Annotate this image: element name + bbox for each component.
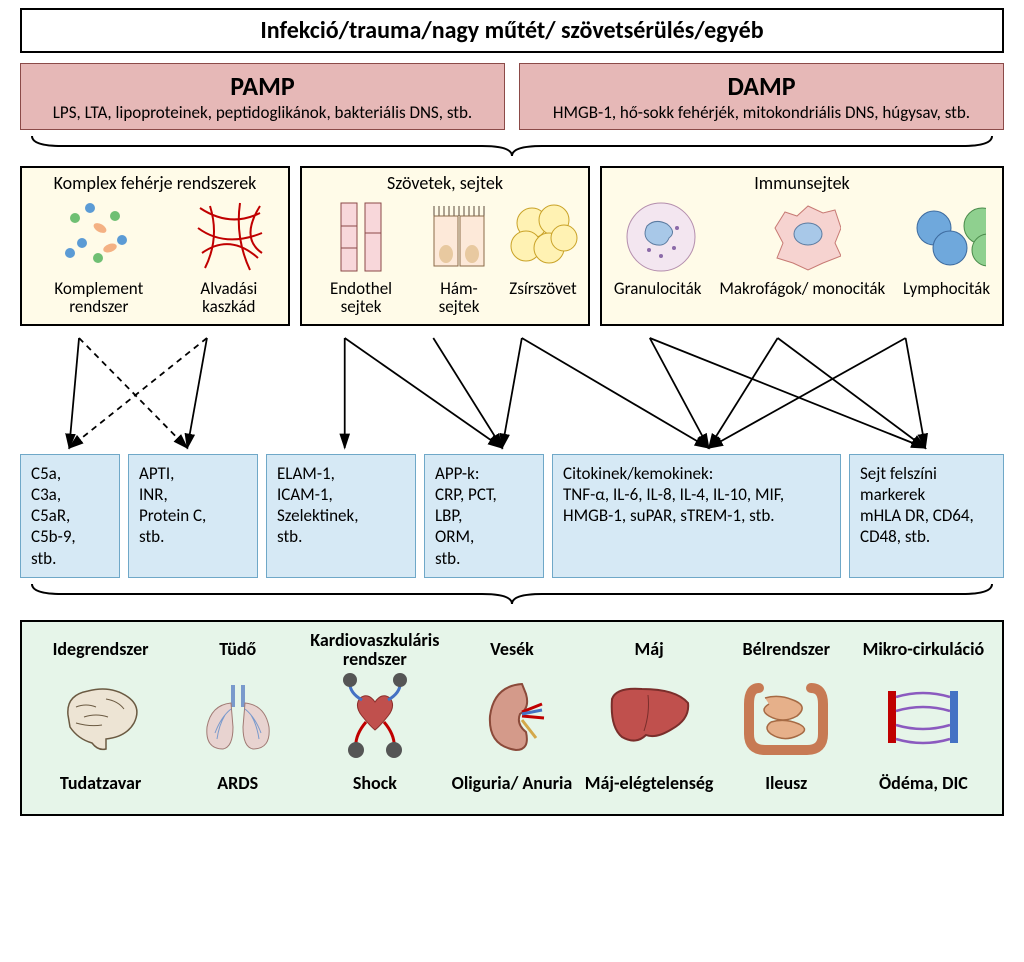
organ-micro: Mikro-cirkuláció Ödéma, DIC [855,628,992,806]
organ-brain: Idegrendszer Tudatzavar [32,628,169,806]
granulocyte-item: Granulociták [614,198,702,298]
organ-bot: Shock [353,762,397,806]
pamp-box: PAMP LPS, LTA, lipoproteinek, peptidogli… [20,63,505,130]
brace-top [12,132,1012,160]
adipose-item: Zsírszövet [504,198,582,316]
arrow-zone [20,334,1004,454]
organ-bot: ARDS [217,762,258,806]
organ-bot: Ileusz [765,762,807,806]
mediator-box-2: ELAM-1, ICAM-1, Szelektinek, stb. [266,454,416,578]
organ-top: Tüdő [219,628,256,672]
mediator-box-3: APP-k: CRP, PCT, LBP, ORM, stb. [424,454,544,578]
organ-top: Máj [635,628,664,672]
endothel-icon [322,198,400,276]
organ-top: Mikro-cirkuláció [863,628,985,672]
title-box: Infekció/trauma/nagy műtét/ szövetsérülé… [20,8,1004,53]
panel-immune: Immunsejtek Granulociták [600,166,1004,326]
complement-label: Komplement rendszer [28,280,170,316]
organ-bot: Ödéma, DIC [879,762,968,806]
organ-top: Idegrendszer [53,628,149,672]
organ-bot: Oliguria/ Anuria [452,762,573,806]
liver-icon [602,672,697,762]
epithel-label: Hám-sejtek [420,280,498,316]
organ-top: Vesék [490,628,534,672]
organ-top: Bélrendszer [743,628,830,672]
coagulation-item: Alvadási kaszkád [176,198,282,316]
endothel-item: Endothel sejtek [308,198,414,316]
microcirculation-icon [878,672,968,762]
granulocyte-icon [619,198,697,276]
panel-title: Szövetek, sejtek [308,172,582,194]
panel-proteins: Komplex fehérje rendszerek Komplemen [20,166,290,326]
epithel-icon [420,198,498,276]
panels-row: Komplex fehérje rendszerek Komplemen [20,166,1004,326]
mediator-box-4: Citokinek/kemokinek: TNF-α, IL-6, IL-8, … [552,454,841,578]
adipose-icon [504,198,582,276]
pamp-title: PAMP [29,70,496,102]
pamp-sub: LPS, LTA, lipoproteinek, peptidoglikánok… [29,102,496,123]
macrophage-icon [763,198,841,276]
coagulation-icon [190,198,268,276]
damp-sub: HMGB-1, hő-sokk fehérjék, mitokondriális… [528,102,995,123]
lung-icon [193,672,283,762]
brace-bottom [12,580,1012,608]
organ-lung: Tüdő ARDS [169,628,306,806]
macrophage-item: Makrofágok/ monociták [719,198,885,298]
adipose-label: Zsírszövet [509,280,576,298]
trigger-row: PAMP LPS, LTA, lipoproteinek, peptidogli… [20,63,1004,130]
mediator-box-1: APTI, INR, Protein C, stb. [128,454,258,578]
lymphocyte-item: Lymphociták [903,198,990,298]
mediator-box-0: C5a, C3a, C5aR, C5b-9, stb. [20,454,120,578]
organ-liver: Máj Máj-elégtelenség [581,628,718,806]
organ-gut: Bélrendszer Ileusz [718,628,855,806]
organ-bot: Tudatzavar [60,762,141,806]
organ-top: Kardiovaszkuláris rendszer [306,628,443,672]
gut-icon [739,672,834,762]
lymphocyte-icon [908,198,986,276]
damp-box: DAMP HMGB-1, hő-sokk fehérjék, mitokondr… [519,63,1004,130]
complement-item: Komplement rendszer [28,198,170,316]
organ-bot: Máj-elégtelenség [585,762,714,806]
organs-row: Idegrendszer Tudatzavar Tüdő ARDS Kardio… [20,620,1004,816]
panel-tissues: Szövetek, sejtek Endothel sejtek [300,166,590,326]
complement-icon [60,198,138,276]
mediator-box-5: Sejt felszíni markerek mHLA DR, CD64, CD… [849,454,1004,578]
brain-icon [56,672,146,762]
endothel-label: Endothel sejtek [308,280,414,316]
lymphocyte-label: Lymphociták [903,280,990,298]
cardio-icon [330,672,420,762]
organ-cardio: Kardiovaszkuláris rendszer Shock [306,628,443,806]
kidney-icon [472,672,552,762]
damp-title: DAMP [528,70,995,102]
granulocyte-label: Granulociták [614,280,702,298]
epithel-item: Hám-sejtek [420,198,498,316]
organ-kidney: Vesék Oliguria/ Anuria [443,628,580,806]
mediators-row: C5a, C3a, C5aR, C5b-9, stb. APTI, INR, P… [20,454,1004,578]
panel-title: Komplex fehérje rendszerek [28,172,282,194]
coagulation-label: Alvadási kaszkád [176,280,282,316]
macrophage-label: Makrofágok/ monociták [719,280,885,298]
panel-title: Immunsejtek [608,172,996,194]
